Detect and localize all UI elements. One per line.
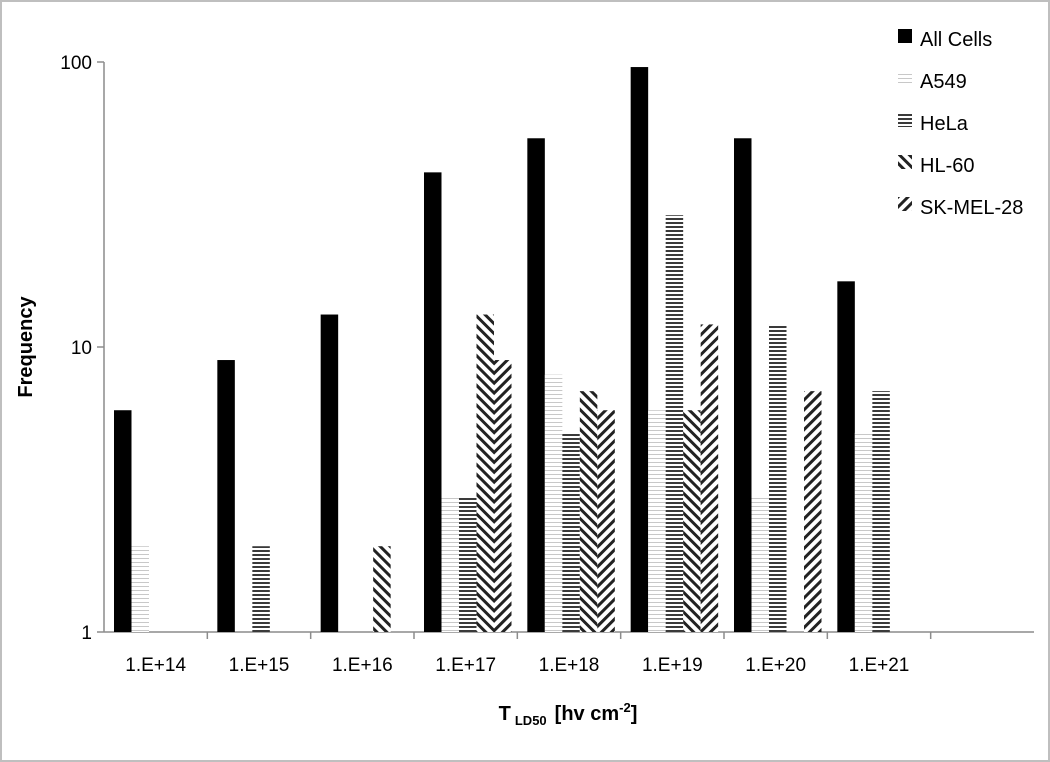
bar-hela-3 [459, 496, 477, 632]
legend-swatch [898, 29, 912, 43]
bar-all-cells-7 [837, 281, 855, 632]
bars-group [114, 67, 890, 633]
x-tick-label: 1.E+14 [125, 655, 186, 676]
bar-a549-5 [648, 410, 666, 632]
legend-label: All Cells [920, 29, 992, 51]
y-tick-label: 10 [71, 338, 92, 359]
legend-label: HL-60 [920, 155, 974, 177]
bar-hela-4 [562, 432, 580, 632]
y-tick-label: 1 [81, 623, 92, 644]
legend-label: A549 [920, 71, 967, 93]
x-tick-label: 1.E+16 [332, 655, 393, 676]
x-axis-title-main: T [499, 703, 511, 725]
bar-a549-3 [441, 496, 459, 632]
bar-sk-mel-28-6 [804, 391, 822, 632]
x-tick-label: 1.E+17 [435, 655, 496, 676]
y-axis-title: Frequency [15, 296, 37, 398]
bar-all-cells-6 [734, 138, 752, 633]
x-tick-label: 1.E+15 [229, 655, 290, 676]
legend-label: HeLa [920, 113, 969, 135]
x-axis-title-superscript: -2 [619, 700, 631, 715]
bar-all-cells-2 [320, 314, 339, 632]
y-tick-label: 100 [60, 53, 92, 74]
bar-hela-5 [665, 215, 684, 633]
bar-sk-mel-28-5 [700, 324, 719, 632]
bar-hela-7 [872, 391, 890, 632]
bar-a549-4 [544, 374, 563, 632]
bar-hl-60-5 [683, 410, 701, 632]
legend-swatch [898, 155, 912, 169]
bar-a549-6 [751, 496, 769, 632]
y-axis-ticks: 1 10 100 [60, 53, 104, 644]
bar-all-cells-4 [527, 138, 545, 633]
bar-hl-60-3 [476, 314, 494, 632]
legend-swatch [898, 71, 912, 85]
x-axis-title-unit: [hv cm [555, 703, 619, 725]
legend-label: SK-MEL-28 [920, 197, 1023, 219]
bar-a549-0 [131, 546, 149, 632]
bar-sk-mel-28-4 [597, 410, 615, 632]
x-axis-ticks: 1.E+14 1.E+15 1.E+16 1.E+17 1.E+18 1.E+19 1.E+… [125, 632, 932, 676]
x-axis-title: T LD50 [hv cm-2] [499, 700, 638, 728]
x-axis-title-unit-end: ] [631, 703, 638, 725]
x-axis-title-subscript: LD50 [515, 713, 547, 728]
x-tick-label: 1.E+21 [849, 655, 910, 676]
x-tick-label: 1.E+19 [642, 655, 703, 676]
bar-hela-6 [769, 324, 787, 632]
bar-all-cells-3 [424, 172, 442, 632]
bar-all-cells-0 [114, 410, 132, 632]
bar-all-cells-1 [217, 360, 235, 632]
x-tick-label: 1.E+20 [745, 655, 806, 676]
bar-sk-mel-28-3 [494, 360, 512, 632]
legend: All Cells A549 HeLa HL-60 SK-MEL-28 [898, 29, 1023, 219]
legend-swatch [898, 197, 912, 211]
bar-all-cells-5 [630, 67, 649, 633]
bar-a549-7 [854, 432, 873, 632]
bar-hela-1 [252, 546, 270, 632]
bar-hl-60-4 [579, 391, 598, 632]
legend-swatch [898, 113, 912, 127]
bar-hl-60-2 [373, 546, 391, 632]
x-tick-label: 1.E+18 [539, 655, 600, 676]
